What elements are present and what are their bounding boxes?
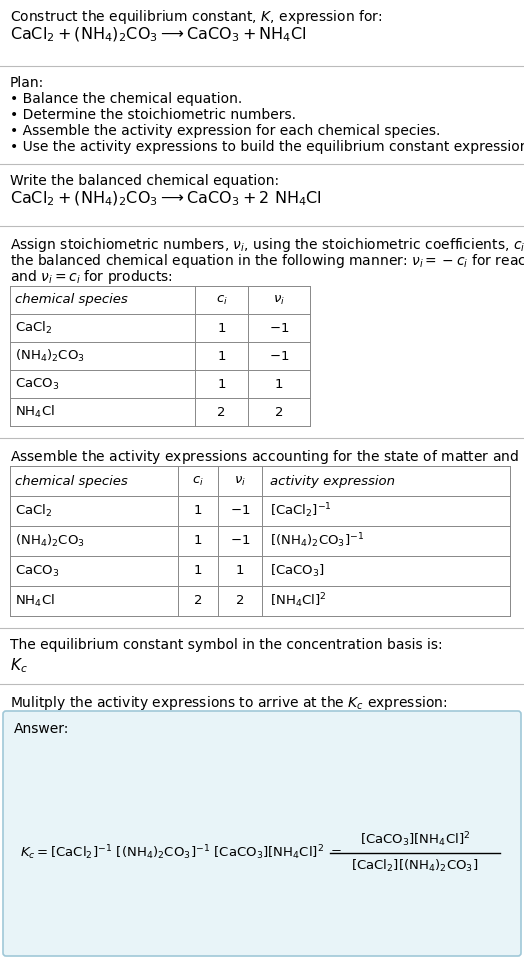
Text: 1: 1 bbox=[194, 504, 202, 518]
Text: $\mathrm{CaCO_3}$: $\mathrm{CaCO_3}$ bbox=[15, 564, 59, 578]
Text: chemical species: chemical species bbox=[15, 293, 128, 307]
Text: $\mathrm{(NH_4)_2CO_3}$: $\mathrm{(NH_4)_2CO_3}$ bbox=[15, 533, 85, 550]
Text: Assemble the activity expressions accounting for the state of matter and $\nu_i$: Assemble the activity expressions accoun… bbox=[10, 448, 524, 466]
Text: 1: 1 bbox=[217, 349, 226, 363]
Text: • Determine the stoichiometric numbers.: • Determine the stoichiometric numbers. bbox=[10, 108, 296, 122]
Text: $\mathrm{CaCl_2}$: $\mathrm{CaCl_2}$ bbox=[15, 320, 52, 336]
Text: • Assemble the activity expression for each chemical species.: • Assemble the activity expression for e… bbox=[10, 124, 440, 138]
Text: 1: 1 bbox=[194, 534, 202, 548]
Text: chemical species: chemical species bbox=[15, 475, 128, 487]
Text: Write the balanced chemical equation:: Write the balanced chemical equation: bbox=[10, 174, 279, 188]
Text: $\mathrm{(NH_4)_2CO_3}$: $\mathrm{(NH_4)_2CO_3}$ bbox=[15, 348, 85, 364]
Text: Mulitply the activity expressions to arrive at the $K_c$ expression:: Mulitply the activity expressions to arr… bbox=[10, 694, 447, 712]
Text: $[\mathrm{CaCl_2}]^{-1}$: $[\mathrm{CaCl_2}]^{-1}$ bbox=[270, 502, 332, 521]
Text: $[\mathrm{NH_4Cl}]^{2}$: $[\mathrm{NH_4Cl}]^{2}$ bbox=[270, 592, 326, 610]
Text: $-1$: $-1$ bbox=[269, 321, 289, 335]
Text: $K_c$: $K_c$ bbox=[10, 656, 28, 675]
Text: activity expression: activity expression bbox=[270, 475, 395, 487]
Text: $\mathrm{CaCl_2}$: $\mathrm{CaCl_2}$ bbox=[15, 503, 52, 519]
Text: $[\mathrm{CaCl_2}][(\mathrm{NH_4})_2\mathrm{CO_3}]$: $[\mathrm{CaCl_2}][(\mathrm{NH_4})_2\mat… bbox=[351, 857, 478, 874]
Text: • Use the activity expressions to build the equilibrium constant expression.: • Use the activity expressions to build … bbox=[10, 140, 524, 154]
Text: 1: 1 bbox=[217, 321, 226, 335]
Text: 1: 1 bbox=[236, 565, 244, 577]
Text: Answer:: Answer: bbox=[14, 722, 69, 736]
Text: Plan:: Plan: bbox=[10, 76, 44, 90]
Text: $[(\mathrm{NH_4})_2\mathrm{CO_3}]^{-1}$: $[(\mathrm{NH_4})_2\mathrm{CO_3}]^{-1}$ bbox=[270, 531, 364, 550]
Text: 1: 1 bbox=[217, 378, 226, 390]
Text: $\mathrm{NH_4Cl}$: $\mathrm{NH_4Cl}$ bbox=[15, 593, 55, 609]
Text: 2: 2 bbox=[275, 406, 283, 418]
Text: $c_i$: $c_i$ bbox=[192, 475, 204, 487]
Text: $\mathrm{CaCO_3}$: $\mathrm{CaCO_3}$ bbox=[15, 377, 59, 391]
FancyBboxPatch shape bbox=[3, 711, 521, 956]
Text: $K_c = [\mathrm{CaCl_2}]^{-1}\ [(\mathrm{NH_4})_2\mathrm{CO_3}]^{-1}\ [\mathrm{C: $K_c = [\mathrm{CaCl_2}]^{-1}\ [(\mathrm… bbox=[20, 843, 342, 862]
Text: • Balance the chemical equation.: • Balance the chemical equation. bbox=[10, 92, 242, 106]
Text: $[\mathrm{CaCO_3}]$: $[\mathrm{CaCO_3}]$ bbox=[270, 563, 325, 579]
Text: $\mathrm{CaCl_2 + (NH_4)_2CO_3 \longrightarrow CaCO_3 + 2\ NH_4Cl}$: $\mathrm{CaCl_2 + (NH_4)_2CO_3 \longrigh… bbox=[10, 190, 322, 208]
Text: $\nu_i$: $\nu_i$ bbox=[273, 293, 285, 307]
Text: $-1$: $-1$ bbox=[230, 504, 250, 518]
Text: $\nu_i$: $\nu_i$ bbox=[234, 475, 246, 487]
Text: Construct the equilibrium constant, $K$, expression for:: Construct the equilibrium constant, $K$,… bbox=[10, 8, 383, 26]
Text: $\mathrm{CaCl_2 + (NH_4)_2CO_3 \longrightarrow CaCO_3 + NH_4Cl}$: $\mathrm{CaCl_2 + (NH_4)_2CO_3 \longrigh… bbox=[10, 26, 307, 44]
Text: $\mathrm{NH_4Cl}$: $\mathrm{NH_4Cl}$ bbox=[15, 404, 55, 420]
Text: the balanced chemical equation in the following manner: $\nu_i = -c_i$ for react: the balanced chemical equation in the fo… bbox=[10, 252, 524, 270]
Text: 2: 2 bbox=[194, 595, 202, 607]
Text: 2: 2 bbox=[236, 595, 244, 607]
Text: The equilibrium constant symbol in the concentration basis is:: The equilibrium constant symbol in the c… bbox=[10, 638, 443, 652]
Text: $[\mathrm{CaCO_3}][\mathrm{NH_4Cl}]^{2}$: $[\mathrm{CaCO_3}][\mathrm{NH_4Cl}]^{2}$ bbox=[360, 830, 470, 849]
Text: $-1$: $-1$ bbox=[269, 349, 289, 363]
Text: 1: 1 bbox=[275, 378, 283, 390]
Text: $-1$: $-1$ bbox=[230, 534, 250, 548]
Text: 2: 2 bbox=[217, 406, 226, 418]
Text: 1: 1 bbox=[194, 565, 202, 577]
Text: and $\nu_i = c_i$ for products:: and $\nu_i = c_i$ for products: bbox=[10, 268, 173, 286]
Text: $c_i$: $c_i$ bbox=[215, 293, 227, 307]
Text: Assign stoichiometric numbers, $\nu_i$, using the stoichiometric coefficients, $: Assign stoichiometric numbers, $\nu_i$, … bbox=[10, 236, 524, 254]
